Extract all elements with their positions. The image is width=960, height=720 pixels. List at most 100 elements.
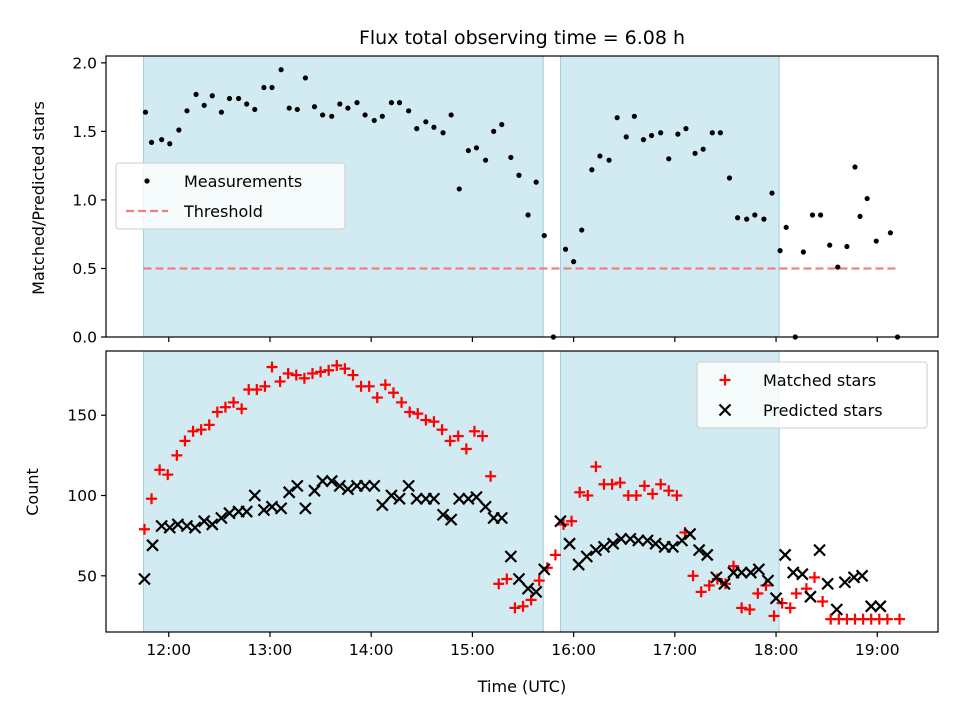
measurement-point bbox=[440, 130, 446, 136]
matched-star-point bbox=[768, 610, 780, 622]
measurement-point bbox=[857, 213, 863, 219]
predicted-star-point bbox=[830, 603, 844, 616]
measurement-point bbox=[414, 126, 420, 132]
predicted-star-point bbox=[855, 569, 869, 583]
predicted-star-point bbox=[554, 514, 567, 528]
matched-star-point bbox=[894, 613, 906, 625]
matched-star-point bbox=[298, 372, 310, 384]
measurement-point bbox=[541, 232, 547, 239]
matched-star-point bbox=[306, 367, 318, 379]
measurement-point bbox=[184, 108, 190, 114]
predicted-star-point bbox=[778, 548, 792, 562]
matched-star-point bbox=[614, 477, 626, 489]
predicted-star-point bbox=[752, 563, 766, 576]
measurement-point bbox=[516, 172, 522, 178]
measurement-point bbox=[261, 84, 267, 91]
measurement-point bbox=[148, 139, 155, 145]
measurement-point bbox=[844, 243, 850, 250]
matched-star-point bbox=[784, 602, 796, 614]
measurement-point bbox=[683, 126, 689, 132]
matched-star-point bbox=[582, 490, 594, 502]
predicted-star-point bbox=[838, 575, 852, 589]
predicted-star-point bbox=[479, 500, 492, 514]
measurement-point bbox=[852, 164, 858, 170]
measurement-point bbox=[800, 249, 806, 255]
measurement-point bbox=[218, 109, 224, 115]
measurement-point bbox=[362, 112, 368, 118]
measurement-point bbox=[864, 195, 870, 202]
measurement-point bbox=[744, 216, 750, 222]
measurement-point bbox=[562, 246, 569, 252]
predicted-star-point bbox=[614, 532, 628, 546]
predicted-star-point bbox=[735, 566, 748, 579]
matched-star-point bbox=[396, 396, 408, 408]
predicted-star-point bbox=[874, 600, 887, 613]
top-y-axis-title: Matched/Predicted stars bbox=[29, 101, 48, 295]
matched-star-point bbox=[687, 570, 699, 582]
legend-predicted-marker bbox=[718, 403, 732, 417]
matched-star-point bbox=[460, 443, 472, 455]
measurement-point bbox=[235, 95, 242, 102]
measurement-point bbox=[623, 134, 629, 140]
matched-star-point bbox=[452, 430, 464, 442]
matched-star-point bbox=[187, 425, 199, 437]
measurement-point bbox=[700, 146, 706, 152]
measurement-point bbox=[473, 145, 480, 151]
predicted-star-point bbox=[316, 474, 329, 488]
measurement-point bbox=[734, 215, 741, 221]
predicted-star-point bbox=[274, 502, 288, 515]
predicted-star-point bbox=[597, 540, 611, 554]
predicted-star-point bbox=[632, 534, 645, 547]
measurement-point bbox=[717, 130, 723, 136]
legend-box bbox=[115, 162, 346, 230]
matched-star-point bbox=[695, 586, 707, 598]
predicted-star-point bbox=[282, 486, 296, 499]
predicted-star-point bbox=[393, 492, 406, 506]
measurement-point bbox=[201, 102, 207, 108]
measurement-point bbox=[193, 91, 199, 97]
measurement-point bbox=[209, 93, 215, 99]
y-tick-label: 1.5 bbox=[72, 123, 97, 141]
matched-star-point bbox=[339, 363, 351, 375]
predicted-star-point bbox=[146, 539, 159, 552]
predicted-star-point bbox=[804, 590, 817, 603]
matched-star-point bbox=[638, 480, 650, 492]
legend-measurements-marker bbox=[144, 178, 150, 184]
predicted-star-point bbox=[700, 548, 714, 562]
predicted-star-point bbox=[138, 572, 151, 586]
measurement-point bbox=[873, 238, 879, 244]
measurement-point bbox=[783, 224, 789, 230]
predicted-star-point bbox=[188, 521, 202, 534]
y-tick-label: 50 bbox=[77, 567, 97, 585]
predicted-star-point bbox=[452, 492, 466, 506]
predicted-star-point bbox=[325, 474, 338, 488]
measurement-point bbox=[302, 75, 308, 81]
predicted-star-point bbox=[358, 479, 372, 493]
matched-star-point bbox=[274, 376, 286, 388]
matched-star-point bbox=[179, 435, 191, 447]
matched-star-point bbox=[412, 408, 424, 420]
predicted-star-point bbox=[385, 489, 398, 502]
measurement-point bbox=[252, 106, 258, 113]
predicted-star-point bbox=[744, 566, 758, 579]
matched-star-point bbox=[533, 575, 545, 587]
matched-star-point bbox=[549, 549, 561, 561]
predicted-star-point bbox=[537, 563, 551, 576]
measurement-point bbox=[354, 100, 360, 106]
x-tick-label: 14:00 bbox=[349, 641, 394, 659]
measurement-point bbox=[589, 167, 595, 173]
measurement-point bbox=[571, 259, 577, 265]
measurement-point bbox=[752, 212, 758, 218]
matched-star-point bbox=[736, 602, 748, 614]
measurement-point bbox=[769, 190, 775, 196]
legend-measurements-label: Measurements bbox=[184, 172, 302, 191]
measurement-point bbox=[597, 153, 603, 159]
measurement-point bbox=[244, 101, 250, 107]
x-tick-label: 19:00 bbox=[855, 641, 900, 659]
measurement-point bbox=[579, 227, 585, 233]
matched-star-point bbox=[655, 478, 667, 490]
matched-star-point bbox=[236, 403, 248, 415]
measurement-point bbox=[499, 121, 505, 128]
measurement-point bbox=[726, 175, 733, 181]
predicted-star-point bbox=[563, 537, 576, 550]
